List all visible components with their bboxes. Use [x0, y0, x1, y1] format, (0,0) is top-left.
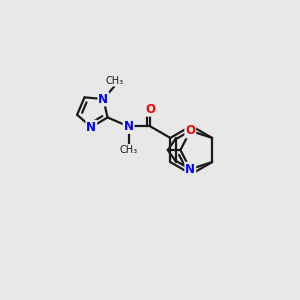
Text: N: N: [124, 120, 134, 133]
Text: CH₃: CH₃: [105, 76, 123, 86]
Text: O: O: [185, 124, 195, 137]
Text: CH₃: CH₃: [119, 145, 138, 154]
Text: N: N: [98, 92, 108, 106]
Text: N: N: [185, 163, 195, 176]
Text: N: N: [86, 121, 96, 134]
Text: O: O: [146, 103, 155, 116]
